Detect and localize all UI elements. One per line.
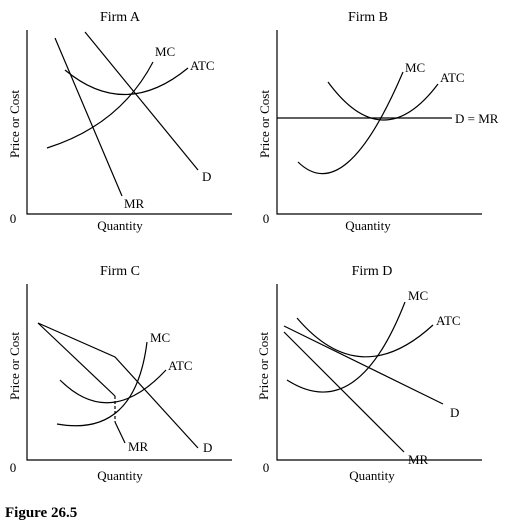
x-axis-label: Quantity (97, 218, 143, 233)
atc-curve (296, 317, 434, 358)
panel-firm-d: Firm D Price or Cost Quantity 0 MC ATC D… (256, 264, 482, 483)
mr-curve (283, 331, 405, 453)
demand-curve (283, 325, 444, 405)
panel-title: Firm A (100, 10, 141, 25)
mr-label: MR (128, 439, 149, 454)
atc-label: ATC (168, 358, 193, 373)
atc-curve (59, 369, 167, 404)
x-axis-label: Quantity (349, 468, 395, 483)
axes (276, 30, 482, 215)
mr-curve (54, 37, 123, 197)
panel-title: Firm C (100, 264, 140, 279)
demand-label: D (450, 405, 459, 420)
mc-label: MC (150, 330, 170, 345)
demand-curve (84, 31, 199, 171)
demand-label: D (202, 169, 211, 184)
y-axis-label: Price or Cost (256, 332, 271, 400)
x-axis-label: Quantity (345, 218, 391, 233)
atc-label: ATC (190, 58, 215, 73)
panel-title: Firm D (352, 264, 393, 279)
mr-curve (37, 322, 116, 397)
axes (26, 30, 232, 215)
mr-curve-lower (114, 421, 126, 444)
origin-label: 0 (263, 211, 270, 226)
axes (276, 284, 482, 461)
x-axis-label: Quantity (97, 468, 143, 483)
mc-label: MC (155, 44, 175, 59)
origin-label: 0 (263, 460, 270, 475)
demand-label: D (203, 440, 212, 455)
origin-label: 0 (10, 211, 17, 226)
mc-label: MC (408, 288, 428, 303)
mr-label: MR (408, 452, 429, 467)
atc-curve (64, 67, 189, 96)
mr-label: MR (124, 196, 145, 211)
panel-title: Firm B (348, 10, 388, 25)
mc-label: MC (405, 60, 425, 75)
mc-curve (286, 301, 406, 393)
demand-curve (37, 322, 199, 449)
y-axis-label: Price or Cost (7, 90, 22, 158)
diagram-canvas: Firm A Price or Cost Quantity 0 MC ATC D… (7, 10, 499, 483)
y-axis-label: Price or Cost (257, 90, 272, 158)
demand-label: D = MR (455, 111, 499, 126)
atc-label: ATC (436, 313, 461, 328)
mc-curve (56, 341, 148, 427)
axes (26, 284, 232, 461)
panel-firm-b: Firm B Price or Cost Quantity 0 MC ATC D… (257, 10, 499, 233)
panel-firm-c: Firm C Price or Cost Quantity 0 MC ATC D… (7, 264, 232, 483)
atc-curve (327, 81, 439, 121)
mc-curve (46, 61, 154, 149)
y-axis-label: Price or Cost (7, 332, 22, 400)
origin-label: 0 (10, 460, 17, 475)
mc-curve (297, 71, 404, 175)
atc-label: ATC (440, 70, 465, 85)
panel-firm-a: Firm A Price or Cost Quantity 0 MC ATC D… (7, 10, 232, 233)
figure-caption: Figure 26.5 (5, 505, 78, 521)
